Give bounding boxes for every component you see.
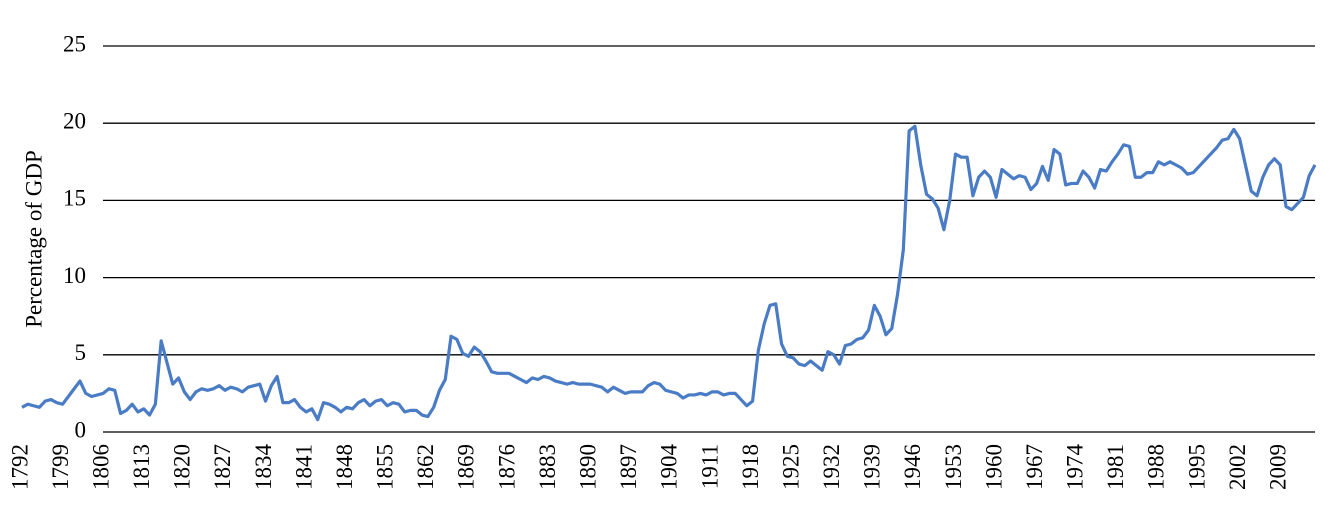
- x-tick-label: 1862: [413, 444, 438, 490]
- x-tick-label: 2009: [1265, 444, 1290, 490]
- x-tick-label: 1995: [1184, 444, 1209, 490]
- x-tick-label: 1876: [494, 444, 519, 490]
- x-tick-label: 1869: [454, 444, 479, 490]
- x-tick-label: 1953: [941, 444, 966, 490]
- x-tick-label: 1967: [1022, 444, 1047, 490]
- x-tick-label: 1904: [657, 444, 682, 491]
- x-tick-label: 1897: [616, 444, 641, 490]
- y-tick-label: 25: [63, 31, 86, 56]
- x-tick-label: 1918: [738, 444, 763, 490]
- x-tick-label: 1925: [778, 444, 803, 490]
- x-tick-label: 1799: [48, 444, 73, 490]
- data-line: [21, 124, 1317, 422]
- x-tick-label: 1939: [860, 444, 885, 490]
- x-tick-label: 1960: [981, 444, 1006, 490]
- x-tick-label: 1946: [900, 444, 925, 490]
- x-tick-label: 1974: [1063, 444, 1088, 491]
- x-tick-label: 1883: [535, 444, 560, 490]
- x-tick-label: 1813: [129, 444, 154, 490]
- x-tick-label: 1806: [88, 444, 113, 490]
- y-tick-label: 10: [63, 263, 86, 288]
- y-tick-label: 0: [75, 417, 87, 442]
- x-tick-label: 1841: [291, 444, 316, 490]
- x-tick-label: 1820: [170, 444, 195, 490]
- x-tick-label: 1848: [332, 444, 357, 490]
- x-tick-label: 1932: [819, 444, 844, 490]
- x-tick-label: 1911: [697, 444, 722, 489]
- y-tick-label: 20: [63, 108, 86, 133]
- x-tick-label: 1834: [251, 444, 276, 491]
- x-tick-label: 1827: [210, 444, 235, 490]
- x-tick-label: 1890: [576, 444, 601, 490]
- x-tick-label: 1988: [1144, 444, 1169, 490]
- y-tick-label: 15: [63, 186, 86, 211]
- x-tick-label: 1855: [373, 444, 398, 490]
- x-tick-label: 2002: [1225, 444, 1250, 490]
- y-axis-label: Percentage of GDP: [21, 150, 46, 328]
- x-tick-label: 1792: [7, 444, 32, 490]
- y-tick-label: 5: [75, 340, 87, 365]
- x-tick-label: 1981: [1103, 444, 1128, 490]
